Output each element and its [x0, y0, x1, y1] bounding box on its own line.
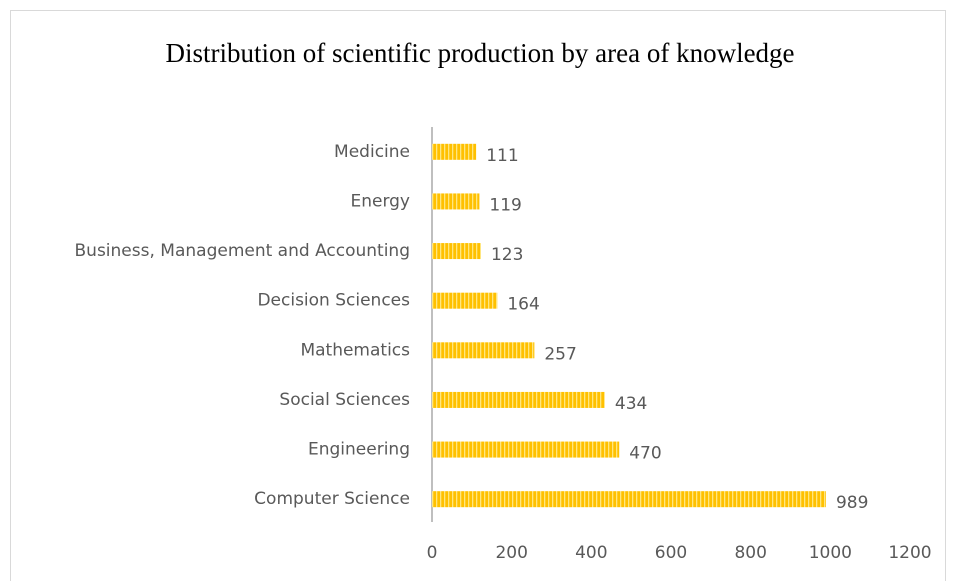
- value-label: 164: [507, 295, 539, 315]
- x-tick-label: 1200: [888, 543, 931, 563]
- chart-title: Distribution of scientific production by…: [165, 38, 794, 68]
- bar: [432, 391, 605, 408]
- bar: [432, 292, 498, 309]
- y-tick-label: Engineering: [308, 440, 410, 460]
- bar: [432, 143, 477, 160]
- x-tick-label: 0: [427, 543, 438, 563]
- bar: [432, 193, 480, 210]
- bar: [432, 243, 481, 260]
- value-label: 470: [629, 444, 661, 464]
- y-tick-label: Energy: [350, 191, 410, 211]
- y-tick-label: Medicine: [334, 142, 410, 162]
- y-tick-label: Computer Science: [254, 489, 410, 509]
- y-tick-label: Social Sciences: [279, 390, 410, 410]
- x-tick-label: 400: [575, 543, 607, 563]
- x-tick-label: 600: [655, 543, 687, 563]
- value-label: 434: [615, 394, 647, 414]
- value-label: 119: [489, 195, 521, 215]
- value-label: 123: [491, 245, 523, 265]
- x-tick-label: 1000: [809, 543, 852, 563]
- bar: [432, 491, 826, 508]
- y-tick-label: Mathematics: [300, 340, 410, 360]
- value-label: 257: [544, 344, 576, 364]
- x-tick-label: 800: [734, 543, 766, 563]
- bar: [432, 342, 535, 359]
- y-tick-label: Decision Sciences: [257, 291, 410, 311]
- value-label: 989: [836, 493, 868, 513]
- bar: [432, 441, 620, 458]
- x-tick-label: 200: [495, 543, 527, 563]
- value-label: 111: [486, 146, 518, 166]
- y-tick-label: Business, Management and Accounting: [75, 241, 410, 261]
